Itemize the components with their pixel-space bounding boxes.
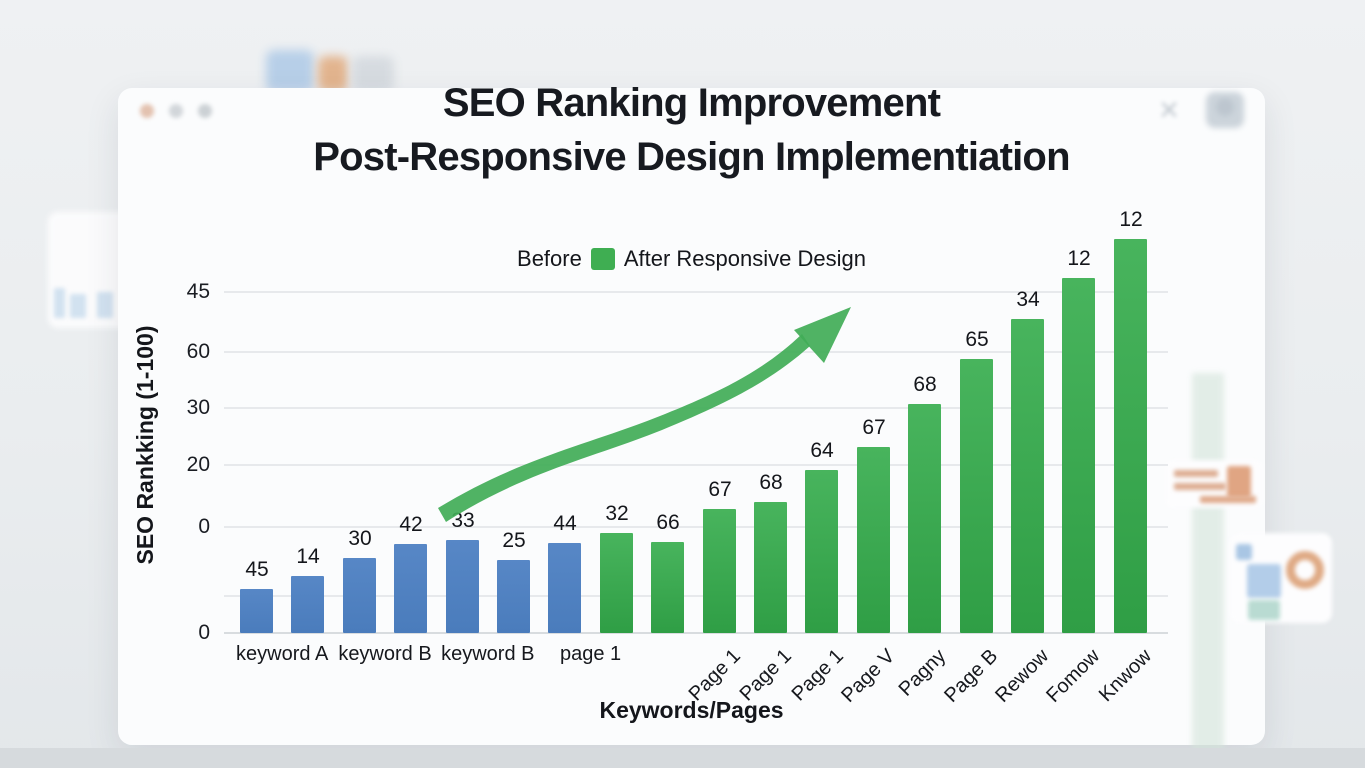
close-icon[interactable]: ✕ <box>1158 95 1180 125</box>
x-tick-label-rotated: Fomow <box>1042 645 1105 707</box>
bg-blob-orange <box>318 56 348 92</box>
x-tick-label-rotated: Page 1 <box>787 645 848 706</box>
bar-after-68 <box>908 404 941 633</box>
y-tick-label: 45 <box>186 280 210 303</box>
bg-orange-block <box>1227 466 1251 498</box>
bar-after-34 <box>1011 319 1044 633</box>
bg-orange-underline <box>1200 496 1256 503</box>
chart-title: SEO Ranking Improvement Post-Responsive … <box>118 76 1265 184</box>
y-tick-label: 0 <box>198 515 210 538</box>
bg-mini-bar <box>70 294 86 318</box>
x-tick-label-rotated: Rewow <box>991 645 1054 707</box>
gridline <box>224 595 1168 597</box>
bar-value-label: 68 <box>913 373 937 396</box>
bar-before-42 <box>394 544 427 633</box>
bar-value-label: 14 <box>296 545 320 568</box>
bg-bottom-strip <box>0 748 1365 768</box>
bg-blue-square <box>1236 544 1252 560</box>
x-tick-label-rotated: Page V <box>836 645 899 707</box>
gridline <box>224 291 1168 293</box>
bar-after-67 <box>857 447 890 633</box>
bar-after-12 <box>1114 239 1147 633</box>
chart-title-line1: SEO Ranking Improvement <box>442 81 941 125</box>
bar-after-68 <box>754 502 787 633</box>
bar-value-label: 25 <box>502 529 526 552</box>
bg-mint-column <box>1192 373 1224 763</box>
bg-mini-bar <box>97 292 113 318</box>
traffic-light-close-icon[interactable] <box>140 104 154 118</box>
bar-before-14 <box>291 576 324 633</box>
x-tick-label-rotated: Page 1 <box>735 645 797 706</box>
bar-after-65 <box>960 359 993 633</box>
bar-after-67 <box>703 509 736 633</box>
x-tick-label-rotated: Page B <box>939 645 1002 707</box>
bg-orange-ring-icon <box>1286 551 1324 589</box>
bar-after-66 <box>651 542 684 633</box>
bg-teal-rect <box>1248 600 1280 620</box>
traffic-light-minimize-icon[interactable] <box>169 104 183 118</box>
window-controls <box>140 104 212 118</box>
bar-value-label: 64 <box>810 439 834 462</box>
gridline <box>224 526 1168 528</box>
bar-value-label: 45 <box>245 558 269 581</box>
bg-blue-rect <box>1247 564 1281 598</box>
y-tick-label: 30 <box>186 396 210 419</box>
avatar-icon[interactable] <box>1206 92 1244 128</box>
bar-value-label: 68 <box>759 471 783 494</box>
bar-value-label: 34 <box>1016 288 1040 311</box>
bg-blob-blue <box>266 50 314 92</box>
chart-title-line2: Post-Responsive Design Implementiation <box>313 135 1070 179</box>
bar-value-label: 66 <box>656 511 680 534</box>
x-tick-label: page 1 <box>560 643 622 665</box>
bar-before-44 <box>548 543 581 633</box>
bar-after-64 <box>805 470 838 633</box>
bar-before-30 <box>343 558 376 633</box>
bar-value-label: 67 <box>862 416 886 439</box>
legend-label-before: Before <box>517 246 582 271</box>
gridline <box>224 632 1168 634</box>
bar-value-label: 12 <box>1067 247 1091 270</box>
bar-value-label: 12 <box>1119 208 1143 231</box>
bar-after-12 <box>1062 278 1095 633</box>
bg-text-line <box>1174 483 1226 490</box>
x-axis-title: Keywords/Pages <box>599 697 784 723</box>
x-tick-label: keyword A <box>236 643 329 665</box>
chart-legend: Before After Responsive Design <box>118 246 1265 272</box>
bar-value-label: 30 <box>348 527 372 550</box>
bar-after-32 <box>600 533 633 633</box>
y-tick-label: 60 <box>186 340 210 363</box>
x-tick-label: keyword B <box>338 643 432 665</box>
bar-before-33 <box>446 540 479 633</box>
y-tick-label: 0 <box>198 621 210 644</box>
legend-swatch-after <box>590 248 615 270</box>
y-tick-label: 20 <box>186 453 210 476</box>
bar-before-25 <box>497 560 530 633</box>
bg-mini-bar <box>54 288 65 318</box>
bg-text-line <box>1174 470 1218 477</box>
x-tick-label-rotated: Page 1 <box>684 645 745 706</box>
bar-value-label: 65 <box>965 328 989 351</box>
bg-blob-gray <box>352 56 394 92</box>
x-tick-label-rotated: Knwow <box>1094 645 1156 707</box>
legend-label-after: After Responsive Design <box>623 246 866 271</box>
traffic-light-maximize-icon[interactable] <box>198 104 212 118</box>
bar-before-45 <box>240 589 273 633</box>
x-tick-label: keyword B <box>441 643 535 665</box>
bar-value-label: 42 <box>399 513 423 536</box>
